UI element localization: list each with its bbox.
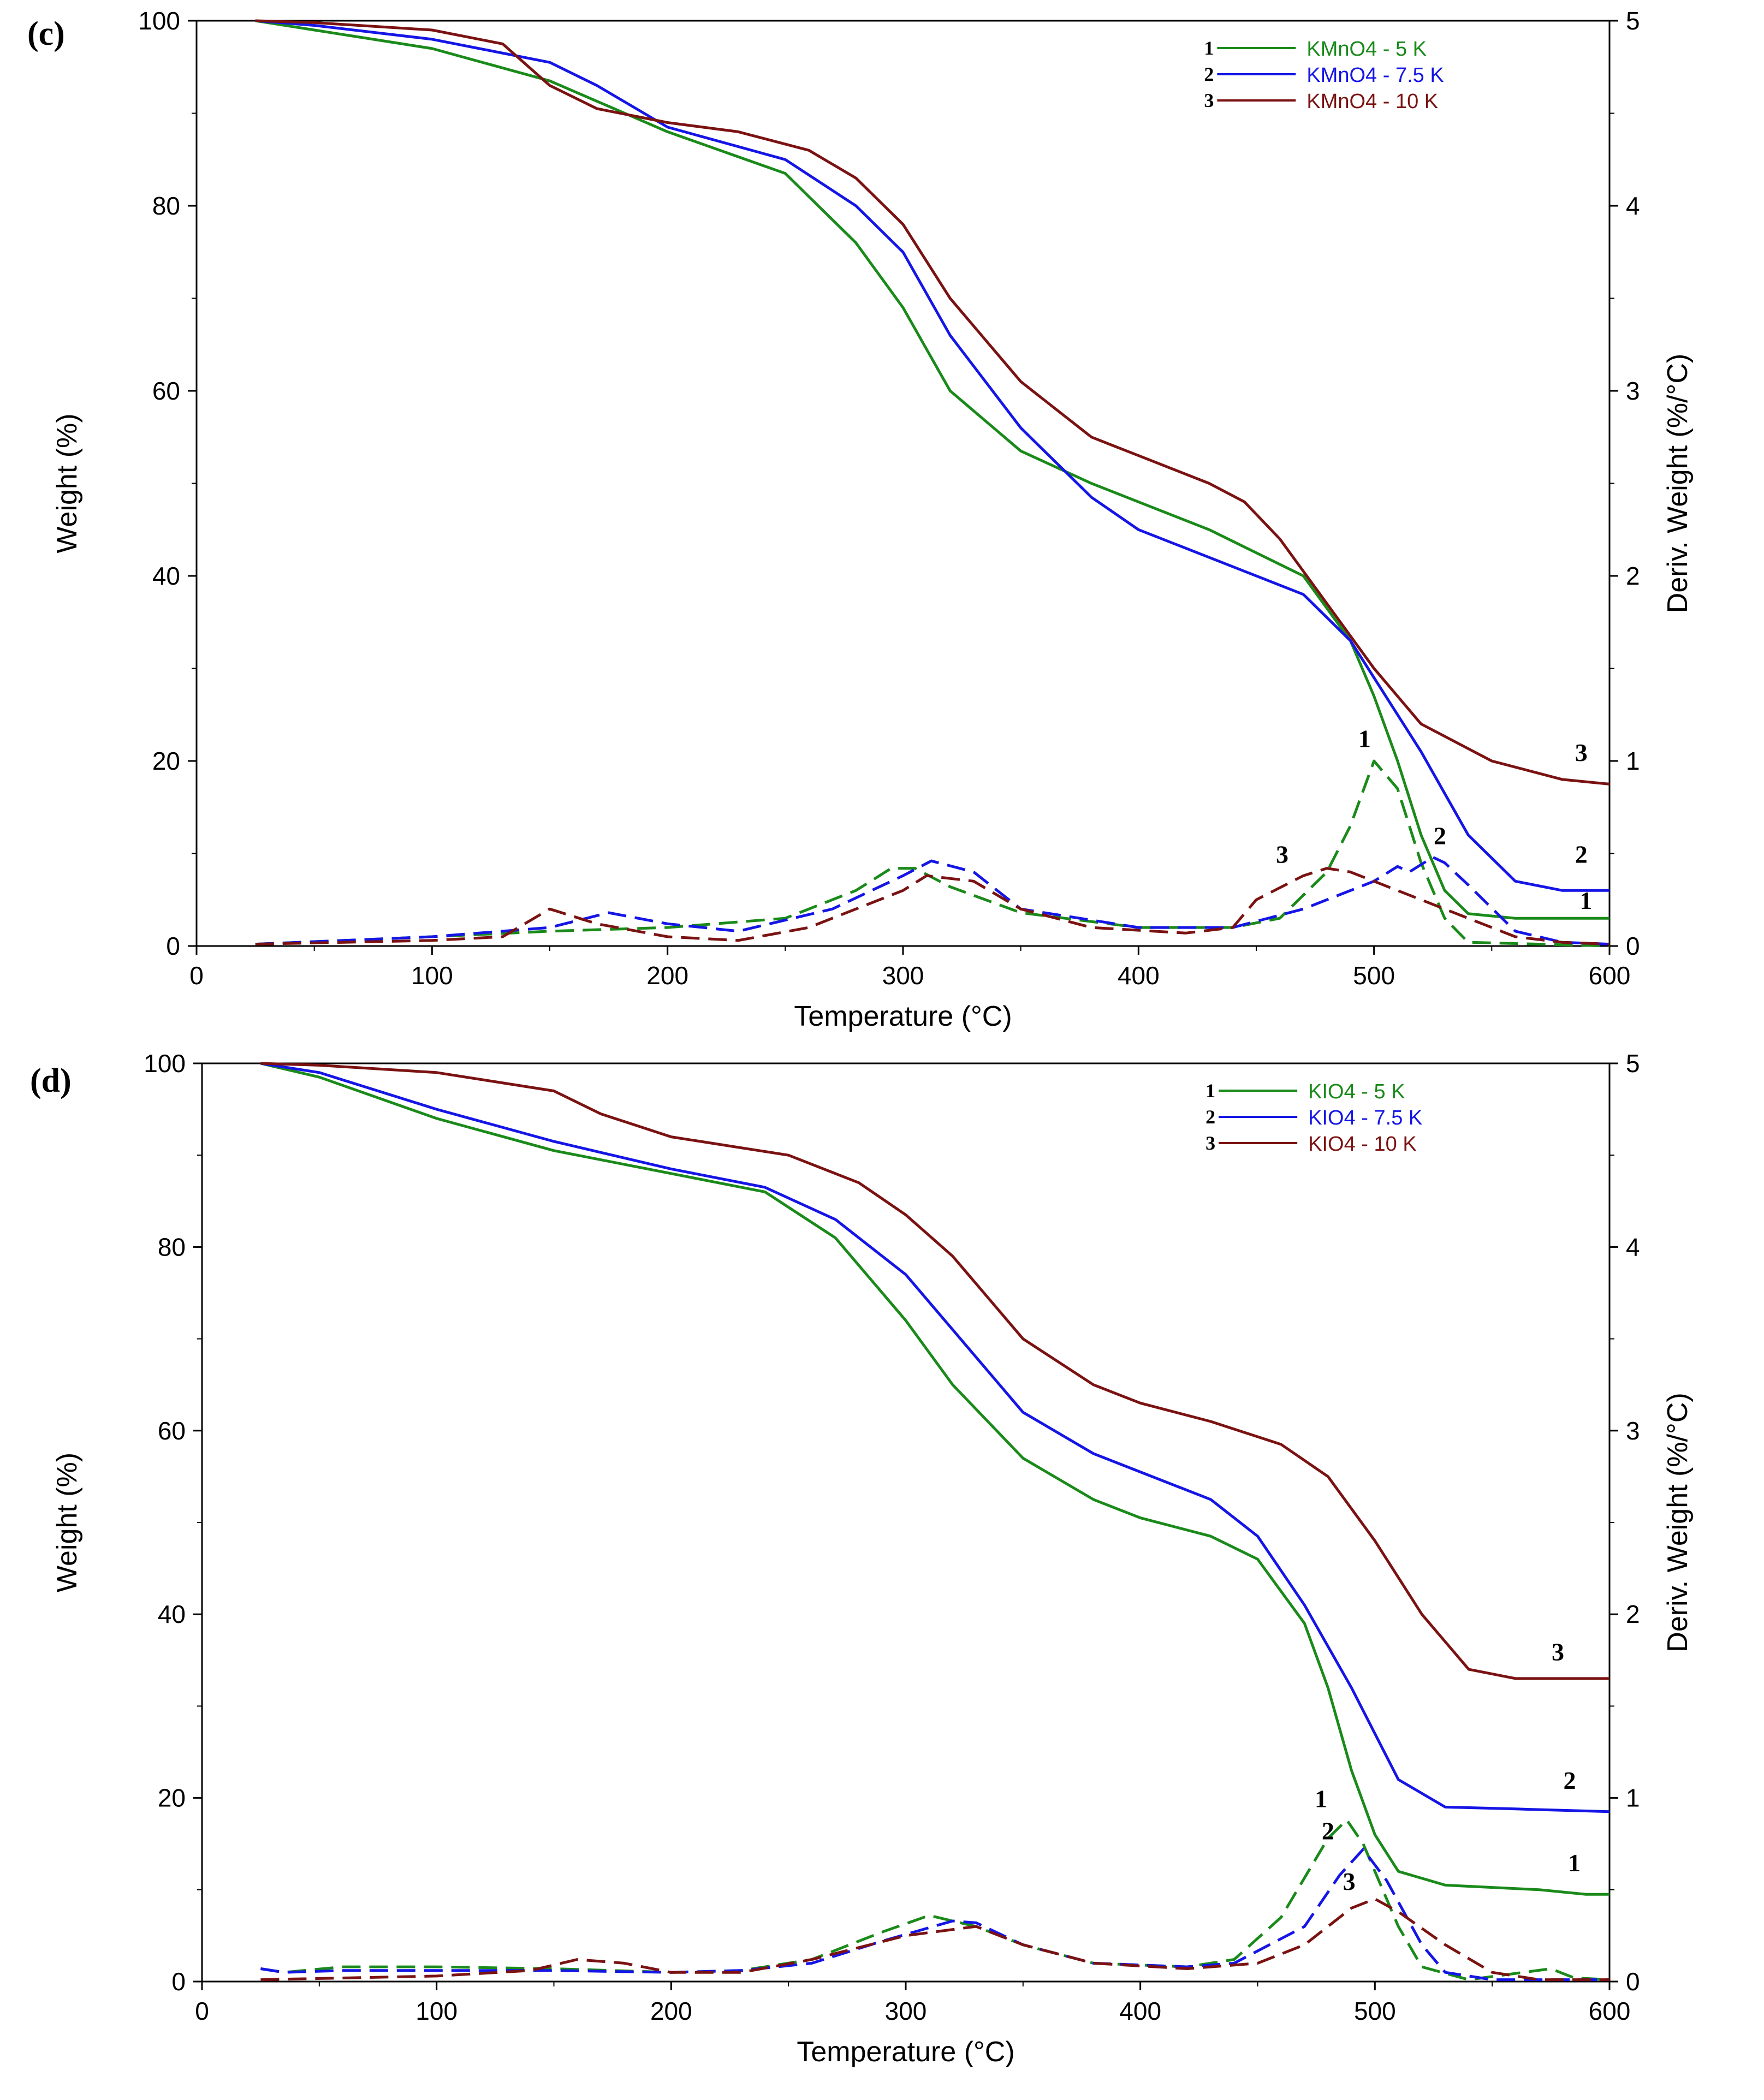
x-tick-label: 0 bbox=[189, 961, 204, 990]
weight-curve-series-3 bbox=[255, 19, 1610, 786]
y2-axis-label: Deriv. Weight (%/°C) bbox=[1662, 1393, 1694, 1652]
y2-tick-label: 0 bbox=[1626, 932, 1640, 960]
x-tick-label: 400 bbox=[1119, 1997, 1161, 2025]
legend-entry-label: KIO4 - 7.5 K bbox=[1308, 1106, 1422, 1129]
x-tick-label: 300 bbox=[882, 961, 924, 990]
y2-tick-label: 5 bbox=[1626, 7, 1640, 35]
y2-tick-label: 1 bbox=[1626, 1784, 1640, 1812]
weight-curve-series-3 bbox=[260, 1062, 1609, 1680]
y-tick-label: 60 bbox=[158, 1417, 186, 1445]
y-tick-label: 100 bbox=[144, 1049, 186, 1078]
y-tick-label: 20 bbox=[158, 1784, 186, 1812]
y2-tick-label: 5 bbox=[1626, 1049, 1640, 1078]
legend-number: 3 bbox=[1205, 1132, 1215, 1154]
deriv-curve-series-2 bbox=[260, 1848, 1609, 1982]
x-tick-label: 600 bbox=[1589, 1997, 1631, 2025]
peak-label: 1 bbox=[1315, 1784, 1327, 1812]
x-tick-label: 200 bbox=[646, 961, 688, 990]
y2-tick-label: 4 bbox=[1626, 1233, 1640, 1261]
weight-curve-series-1 bbox=[255, 19, 1609, 920]
y-tick-label: 0 bbox=[171, 1967, 186, 1996]
y2-tick-label: 3 bbox=[1626, 1417, 1640, 1445]
weight-curve-series-1 bbox=[260, 1062, 1609, 1896]
peak-label: 2 bbox=[1434, 822, 1446, 850]
peak-label: 2 bbox=[1322, 1817, 1334, 1845]
plot-frame bbox=[201, 1062, 1611, 1983]
legend-entry-label: KMnO4 - 10 K bbox=[1306, 90, 1438, 113]
deriv-curve-series-1 bbox=[260, 1818, 1610, 1982]
x-tick-label: 600 bbox=[1589, 961, 1631, 990]
x-tick-label: 100 bbox=[411, 961, 453, 990]
legend-number: 1 bbox=[1204, 37, 1214, 59]
legend-number: 2 bbox=[1204, 63, 1214, 85]
curve-end-label: 1 bbox=[1579, 887, 1592, 914]
weight-curve-series-2 bbox=[255, 19, 1609, 892]
x-tick-label: 500 bbox=[1353, 961, 1395, 990]
legend-entry-label: KIO4 - 10 K bbox=[1308, 1133, 1417, 1156]
curve-end-label: 2 bbox=[1563, 1766, 1576, 1794]
curve-end-label: 3 bbox=[1575, 739, 1588, 766]
curve-end-label: 2 bbox=[1575, 840, 1588, 868]
panel-label: (c) bbox=[27, 15, 65, 52]
y-tick-label: 60 bbox=[152, 377, 180, 405]
deriv-curve-series-3 bbox=[255, 867, 1610, 946]
y2-tick-label: 2 bbox=[1626, 562, 1640, 590]
y-tick-label: 40 bbox=[158, 1600, 186, 1628]
y-tick-label: 80 bbox=[152, 192, 180, 220]
y2-tick-label: 4 bbox=[1626, 192, 1640, 220]
y2-tick-label: 3 bbox=[1626, 377, 1640, 405]
plot-frame bbox=[195, 20, 1611, 947]
y-axis-label: Weight (%) bbox=[51, 1453, 83, 1592]
peak-label: 1 bbox=[1358, 725, 1371, 753]
y-axis-label: Weight (%) bbox=[51, 413, 83, 553]
chart-panel-1: (c)0 100 200 300 400 500 600020406080100012345… bbox=[27, 7, 1694, 1032]
y-tick-label: 20 bbox=[152, 747, 180, 775]
legend-number: 2 bbox=[1205, 1106, 1215, 1128]
y2-tick-label: 0 bbox=[1626, 1967, 1640, 1996]
x-axis-label: Temperature (°C) bbox=[797, 2036, 1014, 2068]
y-tick-label: 40 bbox=[152, 562, 180, 590]
legend-entry-label: KIO4 - 5 K bbox=[1308, 1080, 1405, 1103]
panel-label: (d) bbox=[30, 1062, 72, 1099]
weight-curve-series-2 bbox=[260, 1062, 1610, 1813]
curve-end-label: 3 bbox=[1552, 1638, 1564, 1665]
x-tick-label: 300 bbox=[885, 1997, 927, 2025]
x-axis-label: Temperature (°C) bbox=[794, 1001, 1012, 1032]
chart-panel-2: (d)0 100 200 300 400 500 600020406080100012345… bbox=[30, 1049, 1694, 2068]
legend-number: 1 bbox=[1205, 1080, 1215, 1102]
x-tick-label: 100 bbox=[415, 1997, 458, 2025]
y-tick-label: 0 bbox=[166, 932, 180, 960]
peak-label: 3 bbox=[1276, 840, 1288, 868]
legend-entry-label: KMnO4 - 7.5 K bbox=[1306, 64, 1444, 87]
y2-axis-label: Deriv. Weight (%/°C) bbox=[1662, 354, 1694, 613]
y2-tick-label: 1 bbox=[1626, 747, 1640, 775]
y-tick-label: 80 bbox=[158, 1233, 186, 1261]
y-tick-label: 100 bbox=[138, 7, 180, 35]
x-tick-label: 200 bbox=[650, 1997, 692, 2025]
y2-tick-label: 2 bbox=[1626, 1600, 1640, 1628]
x-tick-label: 0 bbox=[195, 1997, 209, 2025]
legend-entry-label: KMnO4 - 5 K bbox=[1306, 38, 1427, 61]
x-tick-label: 500 bbox=[1354, 1997, 1396, 2025]
deriv-curve-series-2 bbox=[255, 855, 1610, 946]
peak-label: 3 bbox=[1343, 1867, 1356, 1895]
x-tick-label: 400 bbox=[1118, 961, 1160, 990]
curve-end-label: 1 bbox=[1568, 1849, 1581, 1877]
deriv-curve-series-3 bbox=[260, 1897, 1609, 1982]
legend-number: 3 bbox=[1204, 90, 1214, 111]
